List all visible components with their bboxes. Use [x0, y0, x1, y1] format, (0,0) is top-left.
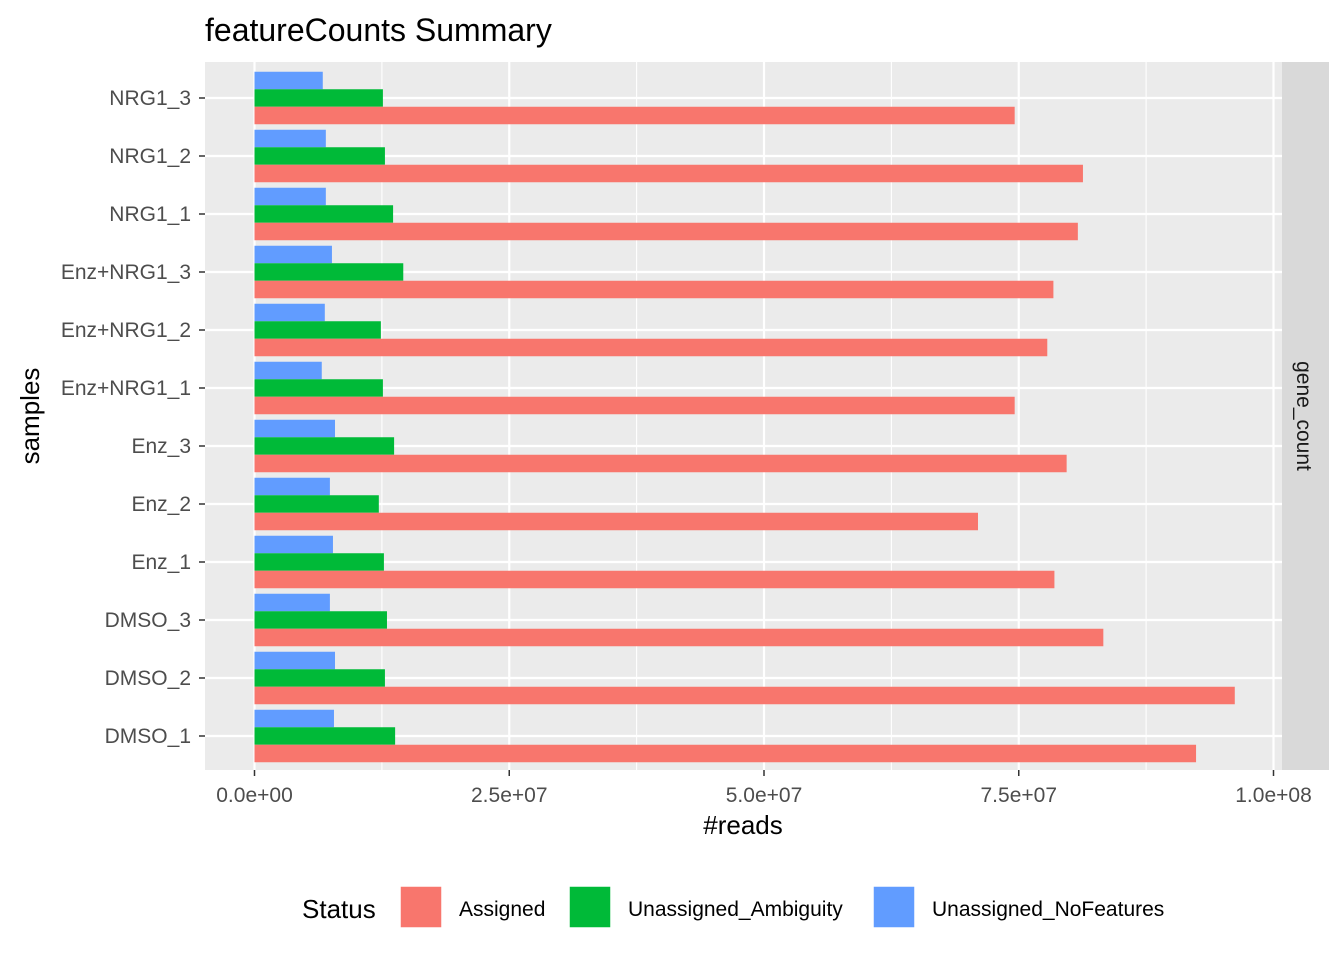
- bar-assigned-enz-nrg1-2: [254, 338, 1048, 357]
- bar-unassigned-nofeatures-enz-nrg1-1: [254, 361, 322, 380]
- bar-unassigned-nofeatures-enz-2: [254, 477, 330, 496]
- legend-label: Unassigned_Ambiguity: [628, 898, 843, 921]
- bar-assigned-nrg1-2: [254, 164, 1083, 183]
- bar-assigned-enz-nrg1-1: [254, 396, 1015, 415]
- bar-unassigned-ambiguity-enz-nrg1-3: [254, 263, 404, 281]
- bar-assigned-nrg1-1: [254, 222, 1078, 241]
- bar-unassigned-ambiguity-nrg1-3: [254, 89, 383, 107]
- bar-unassigned-ambiguity-enz-1: [254, 553, 384, 571]
- bar-unassigned-nofeatures-enz-nrg1-2: [254, 303, 325, 322]
- y-tick-label: Enz_3: [131, 435, 191, 458]
- y-tick-label: NRG1_1: [109, 203, 191, 226]
- legend-key-unassigned-ambiguity: [568, 885, 612, 929]
- y-tick-label: Enz_2: [131, 493, 191, 516]
- legend: Status Assigned Unassigned_Ambiguity Unass…: [302, 885, 1164, 929]
- x-axis: 0.0e+00 2.5e+07 5.0e+07 7.5e+07 1.0e+08: [216, 770, 1312, 807]
- bar-unassigned-nofeatures-dmso-2: [254, 651, 336, 670]
- bar-unassigned-nofeatures-enz-nrg1-3: [254, 245, 332, 264]
- bar-unassigned-nofeatures-nrg1-3: [254, 71, 323, 90]
- y-tick-label: Enz+NRG1_2: [61, 319, 191, 342]
- bar-unassigned-nofeatures-nrg1-2: [254, 129, 326, 148]
- x-tick-label: 7.5e+07: [981, 784, 1058, 807]
- legend-label: Assigned: [459, 898, 545, 921]
- x-tick-label: 0.0e+00: [216, 784, 293, 807]
- bar-assigned-enz-nrg1-3: [254, 280, 1054, 299]
- bar-assigned-enz-3: [254, 454, 1067, 473]
- legend-label: Unassigned_NoFeatures: [932, 898, 1164, 921]
- bar-assigned-dmso-3: [254, 628, 1104, 647]
- legend-key-unassigned-nofeatures: [872, 885, 916, 929]
- bar-unassigned-ambiguity-enz-2: [254, 495, 379, 513]
- bar-unassigned-nofeatures-dmso-1: [254, 709, 334, 728]
- y-tick-label: NRG1_2: [109, 145, 191, 168]
- y-tick-label: Enz+NRG1_1: [61, 377, 191, 400]
- y-tick-label: Enz+NRG1_3: [61, 261, 191, 284]
- facet-strip-label: gene_count: [1292, 361, 1315, 471]
- y-tick-label: Enz_1: [131, 551, 191, 574]
- bar-unassigned-nofeatures-enz-3: [254, 419, 336, 438]
- x-tick-label: 1.0e+08: [1235, 784, 1312, 807]
- bar-unassigned-ambiguity-enz-3: [254, 437, 395, 455]
- y-axis: NRG1_3 NRG1_2 NRG1_1 Enz+NRG1_3 Enz+NRG1_2 En…: [61, 87, 205, 748]
- bar-unassigned-ambiguity-nrg1-2: [254, 147, 385, 165]
- bar-unassigned-ambiguity-dmso-2: [254, 669, 385, 687]
- bar-unassigned-ambiguity-dmso-1: [254, 727, 396, 745]
- bar-assigned-dmso-1: [254, 744, 1197, 763]
- bar-unassigned-nofeatures-dmso-3: [254, 593, 330, 612]
- bar-unassigned-nofeatures-nrg1-1: [254, 187, 326, 206]
- bar-assigned-dmso-2: [254, 686, 1235, 705]
- y-tick-label: NRG1_3: [109, 87, 191, 110]
- y-axis-title: samples: [15, 368, 45, 465]
- bar-assigned-nrg1-3: [254, 106, 1015, 125]
- x-tick-label: 5.0e+07: [726, 784, 803, 807]
- bar-unassigned-ambiguity-nrg1-1: [254, 205, 394, 223]
- y-tick-label: DMSO_1: [105, 725, 191, 748]
- y-tick-label: DMSO_2: [105, 667, 191, 690]
- bar-assigned-enz-1: [254, 570, 1055, 589]
- bars: [254, 71, 1235, 763]
- facet-strip: [1282, 62, 1329, 770]
- bar-unassigned-ambiguity-enz-nrg1-1: [254, 379, 383, 397]
- legend-title: Status: [302, 894, 376, 924]
- legend-key-assigned: [399, 885, 443, 929]
- bar-unassigned-nofeatures-enz-1: [254, 535, 333, 554]
- y-tick-label: DMSO_3: [105, 609, 191, 632]
- bar-assigned-enz-2: [254, 512, 978, 531]
- x-tick-label: 2.5e+07: [471, 784, 548, 807]
- bar-unassigned-ambiguity-enz-nrg1-2: [254, 321, 381, 339]
- bar-unassigned-ambiguity-dmso-3: [254, 611, 387, 629]
- chart-title: featureCounts Summary: [205, 12, 552, 48]
- x-axis-title: #reads: [703, 810, 783, 840]
